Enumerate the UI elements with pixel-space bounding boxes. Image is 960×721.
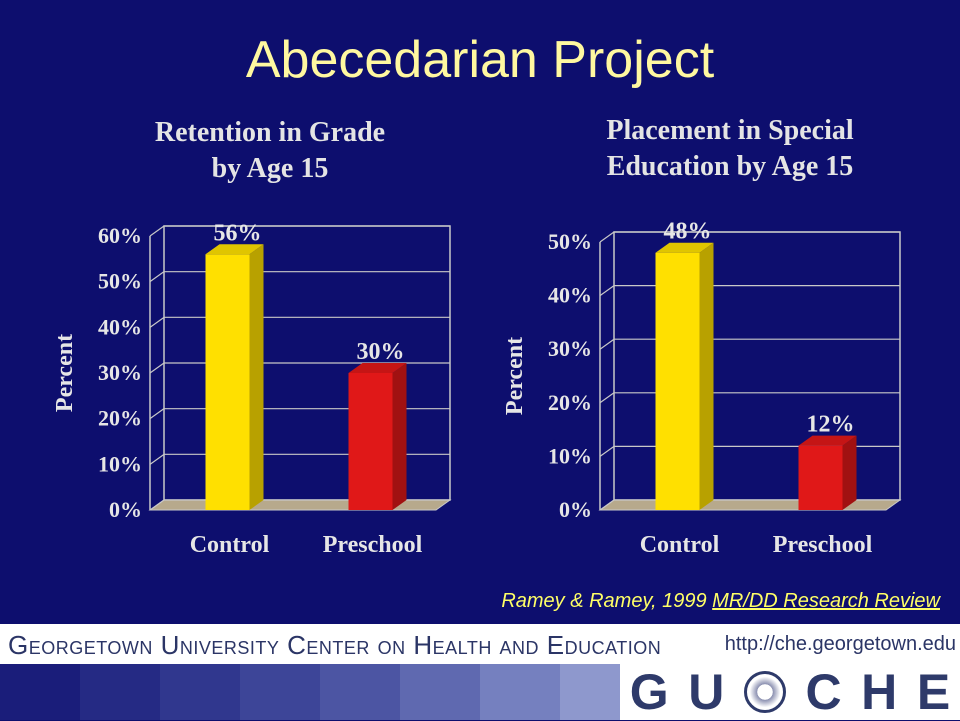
chart-special-education: 0% 10% 20% 30% 40% 50% Percent 48% Control 12% Pre… (502, 219, 902, 558)
plot-floor (148, 499, 452, 511)
gridline-diagonal (599, 285, 615, 297)
data-label: 30% (357, 339, 405, 365)
guche-logo: G U C H E (620, 664, 960, 720)
data-label: 48% (664, 219, 712, 245)
logo-letter-h: H (861, 664, 898, 720)
chart-special-ed-title-line-2: Education by Age 15 (606, 151, 854, 182)
logo-letter-g: G (629, 664, 669, 720)
logo-letter-c: C (805, 664, 842, 720)
y-axis-label: Percent (52, 334, 78, 412)
citation-journal-link[interactable]: MR/DD Research Review (712, 590, 940, 612)
chart-retention-title-line-1: Retention in Grade (154, 117, 386, 148)
gridline-diagonal (149, 316, 165, 328)
strip-tile (400, 664, 480, 720)
bar-control (205, 254, 250, 510)
logo-letter-e: E (916, 664, 951, 720)
chart-retention-title-line-2: by Age 15 (211, 153, 329, 184)
bar-control (655, 252, 700, 510)
y-tick-label: 20% (548, 390, 592, 415)
gridline-diagonal (599, 231, 615, 243)
plot-floor (598, 499, 902, 511)
y-tick-label: 0% (109, 497, 142, 522)
y-tick-label: 10% (98, 451, 142, 476)
bar-top (655, 242, 714, 253)
citation: Ramey & Ramey, 1999 MR/DD Research Revie… (501, 590, 940, 613)
strip-tile (320, 664, 400, 720)
y-tick-label: 20% (98, 406, 142, 431)
georgetown-seal-icon (743, 671, 786, 713)
bar-top (798, 435, 857, 446)
x-category-label: Preschool (773, 532, 873, 558)
bar-side (392, 363, 407, 510)
y-axis-label: Percent (502, 337, 528, 415)
gridline-diagonal (599, 338, 615, 350)
y-tick-label: 40% (98, 314, 142, 339)
citation-authors: Ramey & Ramey, 1999 (501, 590, 713, 612)
bar-preschool (798, 445, 843, 510)
gridline-diagonal (599, 499, 615, 511)
bar-side (842, 435, 857, 510)
x-category-label: Control (190, 532, 270, 558)
y-tick-label: 60% (98, 223, 142, 248)
strip-tile (240, 664, 320, 720)
bar-side (699, 242, 714, 510)
y-tick-label: 30% (98, 360, 142, 385)
gridline-diagonal (599, 445, 615, 457)
footer-organization: Georgetown University Center on Health a… (8, 630, 662, 660)
gridline-diagonal (599, 392, 615, 404)
strip-tile (160, 664, 240, 720)
footer-bar (0, 624, 960, 664)
x-category-label: Preschool (323, 532, 423, 558)
gridline-diagonal (149, 453, 165, 465)
data-label: 12% (807, 412, 855, 438)
y-tick-label: 50% (98, 269, 142, 294)
strip-tile (480, 664, 560, 720)
gridline-diagonal (149, 225, 165, 237)
gridline-diagonal (149, 499, 165, 511)
chart-retention-title: Retention in Grade by Age 15 (60, 115, 480, 187)
bar-top (348, 363, 407, 373)
y-tick-label: 30% (548, 336, 592, 361)
y-tick-label: 0% (559, 497, 592, 522)
y-tick-label: 50% (548, 229, 592, 254)
x-category-label: Control (640, 532, 720, 558)
y-tick-label: 40% (548, 283, 592, 308)
bar-preschool (348, 373, 393, 510)
chart-special-ed-title: Placement in Special Education by Age 15 (520, 113, 940, 185)
chart-special-ed-title-line-1: Placement in Special (606, 115, 854, 146)
gridline-diagonal (149, 271, 165, 283)
bar-side (249, 244, 264, 510)
slide-title: Abecedarian Project (245, 31, 715, 89)
y-tick-label: 10% (548, 443, 592, 468)
strip-tile (80, 664, 160, 720)
strip-tile (0, 664, 80, 720)
logo-letter-u: U (688, 664, 725, 720)
gridline-diagonal (149, 362, 165, 374)
footer-url[interactable]: http://che.georgetown.edu (724, 633, 956, 655)
chart-retention: 0% 10% 20% 30% 40% 50% 60% Percent 56% Control 30%… (52, 220, 452, 558)
data-label: 56% (214, 220, 262, 246)
bar-top (205, 244, 264, 255)
gridline-diagonal (149, 408, 165, 420)
